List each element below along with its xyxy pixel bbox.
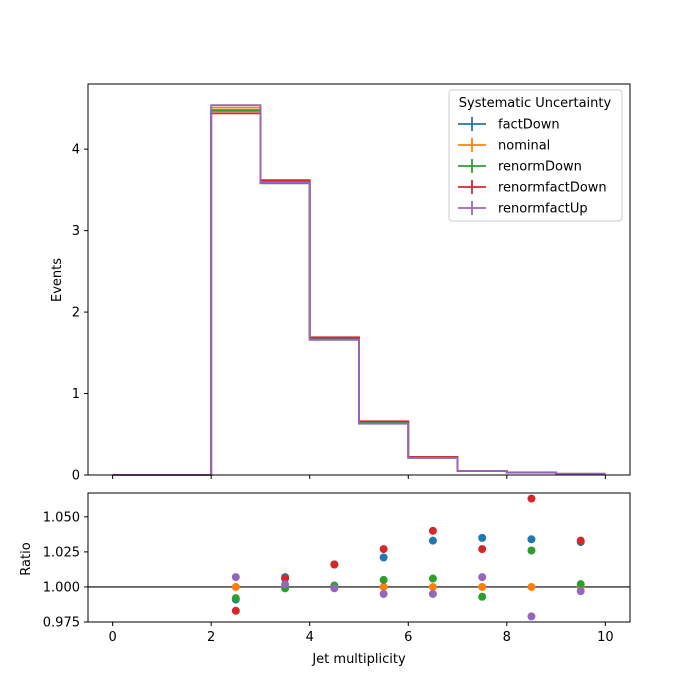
ratio-point-renormDown: [478, 592, 487, 601]
ratio-point-factDown: [379, 553, 388, 562]
ratio-point-renormfactUp: [428, 589, 437, 598]
ratio-point-renormDown: [379, 575, 388, 584]
ratio-point-renormfactDown: [576, 536, 585, 545]
ratio-panel-frame: [87, 492, 631, 623]
ratio-point-renormfactUp: [281, 580, 290, 589]
ratio-point-renormfactDown: [428, 526, 437, 535]
legend-box: [448, 89, 623, 222]
x-tick-label: 0: [108, 630, 116, 645]
legend-item-renormfactDown: renormfactDown: [458, 180, 607, 196]
ratio-point-factDown: [478, 533, 487, 542]
histogram-renormfactUp: [112, 104, 606, 476]
x-tick-label: 8: [503, 630, 511, 645]
events-panel: 0 1 2 3 4 Events: [50, 83, 631, 484]
ratio-ytick-label: 0.975: [43, 616, 80, 631]
ratio-ytick-label: 1.025: [43, 545, 80, 560]
legend-label: renormfactUp: [498, 202, 588, 217]
ratio-point-nominal: [478, 582, 487, 591]
ratio-point-renormfactDown: [379, 545, 388, 554]
legend-label: renormfactDown: [498, 181, 607, 196]
ratio-point-renormDown: [576, 580, 585, 589]
events-ytick-label: 2: [72, 306, 80, 321]
legend-label: renormDown: [498, 160, 582, 175]
ratio-point-renormfactUp: [576, 587, 585, 596]
x-axis-label: Jet multiplicity: [311, 652, 406, 667]
x-tick-label: 4: [306, 630, 314, 645]
x-tick-label: 6: [404, 630, 412, 645]
events-axis-label: Events: [50, 258, 65, 302]
ratio-point-factDown: [428, 536, 437, 545]
ratio-point-renormfactDown: [527, 494, 536, 503]
x-tick-label: 2: [207, 630, 215, 645]
legend: Systematic Uncertainty factDown nominal re…: [448, 89, 623, 222]
ratio-point-renormfactUp: [330, 584, 339, 593]
legend-item-factDown: factDown: [458, 117, 560, 133]
x-tick-label: 10: [597, 630, 614, 645]
ratio-point-renormfactUp: [478, 573, 487, 582]
ratio-point-renormfactUp: [231, 573, 240, 582]
ratio-point-renormfactDown: [231, 606, 240, 615]
ratio-point-factDown: [527, 535, 536, 544]
ratio-point-renormDown: [428, 574, 437, 583]
legend-item-renormfactUp: renormfactUp: [458, 201, 588, 217]
events-ytick-label: 1: [72, 387, 80, 402]
legend-label: nominal: [498, 139, 550, 154]
legend-title: Systematic Uncertainty: [459, 96, 612, 111]
ratio-point-nominal: [428, 582, 437, 591]
ratio-point-nominal: [231, 582, 240, 591]
ratio-point-renormfactUp: [527, 612, 536, 621]
events-panel-frame: [87, 83, 631, 476]
ratio-point-renormfactDown: [330, 560, 339, 569]
ratio-point-renormDown: [527, 546, 536, 555]
ratio-panel: 0.975 1.000 1.025 1.050 0 2 4 6 8 10 Ratio Jet m…: [19, 492, 631, 667]
ratio-axis-label: Ratio: [19, 542, 34, 575]
ratio-point-nominal: [379, 582, 388, 591]
ratio-point-nominal: [527, 582, 536, 591]
ratio-point-renormfactDown: [478, 545, 487, 554]
ratio-ytick-label: 1.050: [43, 510, 80, 525]
ratio-ytick-label: 1.000: [43, 580, 80, 595]
ratio-point-renormfactDown: [281, 574, 290, 583]
events-ytick-label: 4: [72, 143, 80, 158]
events-ytick-label: 0: [72, 469, 80, 484]
events-ytick-label: 3: [72, 224, 80, 239]
legend-item-renormDown: renormDown: [458, 159, 582, 175]
legend-label: factDown: [498, 118, 560, 133]
ratio-point-renormfactUp: [379, 589, 388, 598]
ratio-point-renormDown: [231, 594, 240, 603]
legend-item-nominal: nominal: [458, 138, 550, 154]
